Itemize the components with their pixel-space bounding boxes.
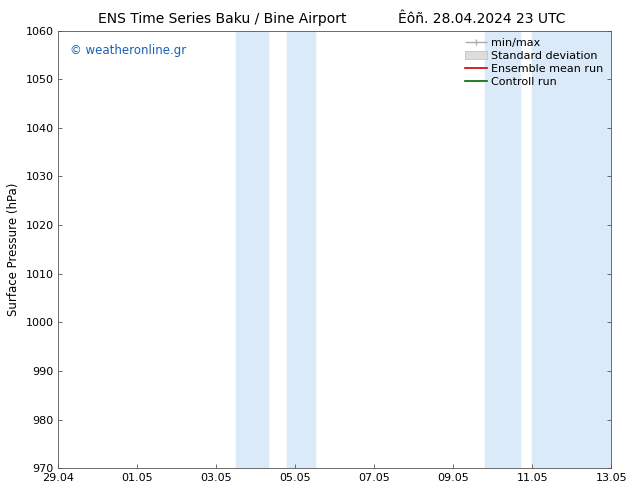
Bar (287, 30, 315, 468)
Text: Êôñ. 28.04.2024 23 UTC: Êôñ. 28.04.2024 23 UTC (398, 12, 566, 26)
Bar (533, 30, 611, 468)
Bar (485, 30, 521, 468)
Y-axis label: Surface Pressure (hPa): Surface Pressure (hPa) (7, 183, 20, 316)
Bar (236, 30, 268, 468)
Text: ENS Time Series Baku / Bine Airport: ENS Time Series Baku / Bine Airport (98, 12, 346, 26)
Text: © weatheronline.gr: © weatheronline.gr (70, 44, 186, 57)
Legend: min/max, Standard deviation, Ensemble mean run, Controll run: min/max, Standard deviation, Ensemble me… (462, 36, 605, 89)
